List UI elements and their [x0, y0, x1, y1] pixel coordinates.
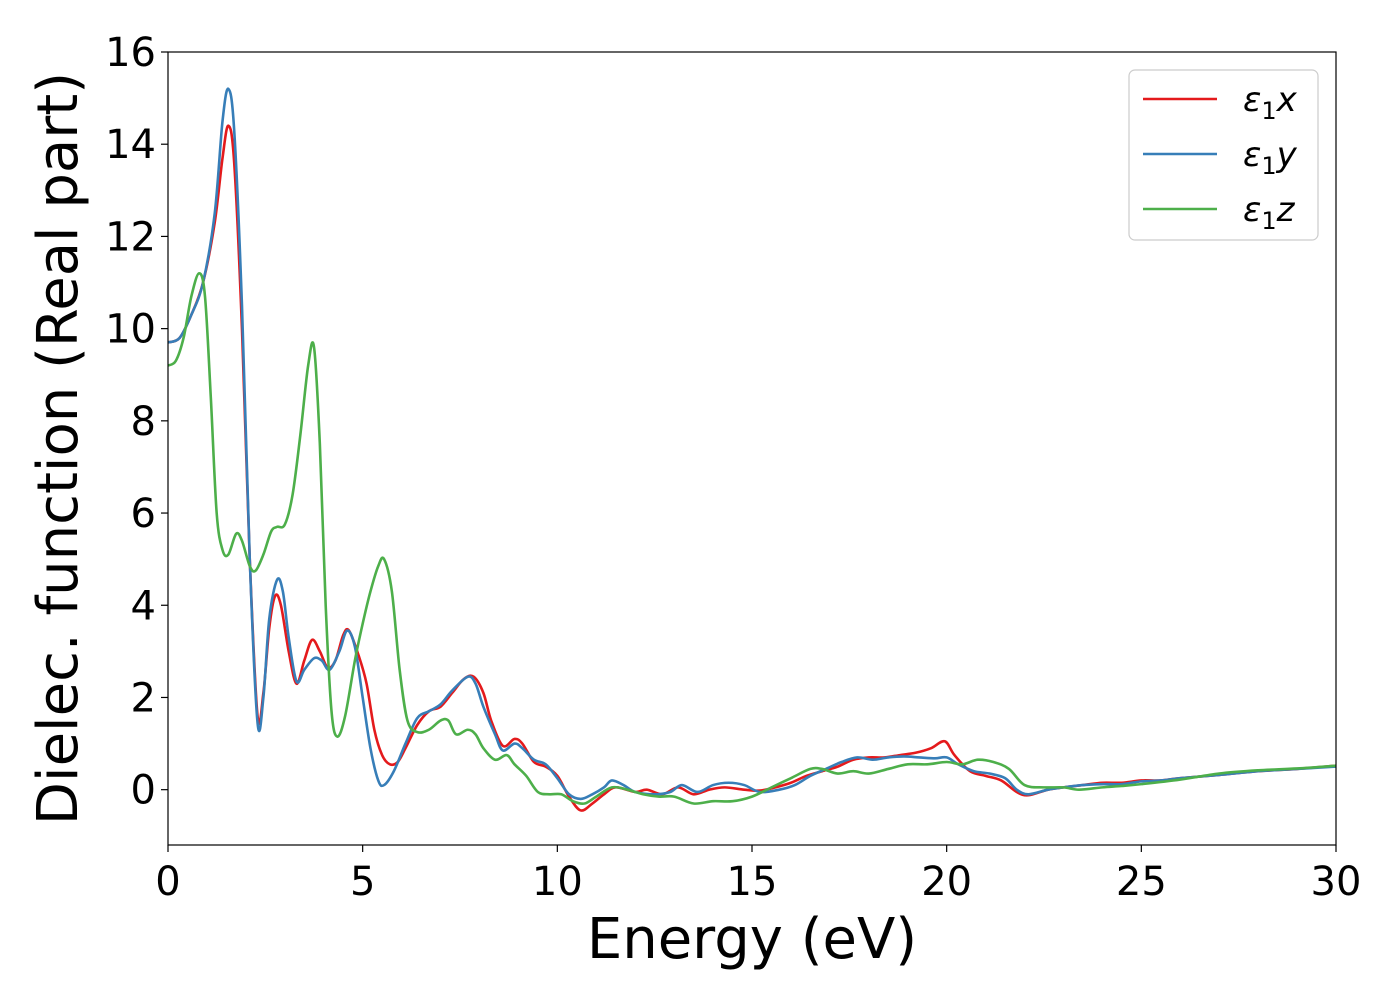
x-axis-title: Energy (eV) — [587, 907, 917, 972]
x-tick-label: 30 — [1311, 859, 1362, 905]
series-line-2 — [168, 87, 1336, 801]
legend-label-3: ε1z — [1243, 190, 1296, 235]
series-line-1 — [168, 124, 1336, 812]
y-tick-label: 8 — [131, 399, 156, 445]
y-tick-label: 14 — [105, 122, 156, 168]
legend: ε1x ε1y ε1z — [1128, 69, 1319, 241]
series-layer — [168, 87, 1336, 812]
x-tick-label: 10 — [532, 859, 583, 905]
legend-box — [1128, 69, 1319, 241]
x-tick-label: 5 — [350, 859, 375, 905]
y-tick-label: 2 — [131, 675, 156, 721]
x-tick-label: 15 — [727, 859, 778, 905]
y-axis-ticks: 0 2 4 6 8 10 12 14 16 — [105, 30, 168, 814]
y-tick-label: 16 — [105, 30, 156, 76]
x-axis-ticks: 0 5 10 15 20 25 30 — [155, 845, 1361, 905]
y-tick-label: 10 — [105, 307, 156, 353]
y-tick-label: 4 — [131, 583, 156, 629]
y-tick-label: 0 — [131, 768, 156, 814]
y-axis-title: Dielec. function (Real part) — [26, 72, 91, 825]
y-tick-label: 6 — [131, 491, 156, 537]
series-line-3 — [168, 272, 1336, 805]
x-tick-label: 25 — [1116, 859, 1167, 905]
y-tick-label: 12 — [105, 214, 156, 260]
legend-label-1: ε1x — [1243, 80, 1298, 125]
x-tick-label: 20 — [921, 859, 972, 905]
legend-label-2: ε1y — [1243, 135, 1298, 180]
x-tick-label: 0 — [155, 859, 180, 905]
